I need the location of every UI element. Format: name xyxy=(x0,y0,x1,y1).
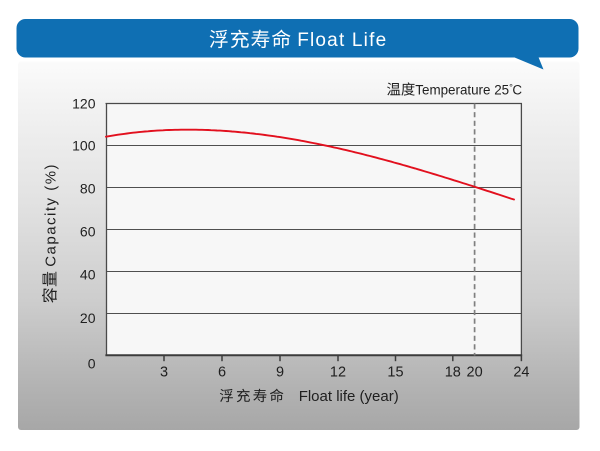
svg-text:Float Life: Float Life xyxy=(297,30,387,51)
svg-text:100: 100 xyxy=(72,137,96,153)
svg-text:80: 80 xyxy=(80,181,96,197)
svg-text:24: 24 xyxy=(513,364,529,380)
svg-text:0: 0 xyxy=(88,356,96,372)
svg-text:9: 9 xyxy=(276,364,284,380)
svg-text:20: 20 xyxy=(80,310,96,326)
svg-text:6: 6 xyxy=(218,364,226,380)
svg-text:3: 3 xyxy=(160,364,168,380)
svg-text:Capacity (%): Capacity (%) xyxy=(43,163,60,267)
svg-text:18: 18 xyxy=(445,364,461,380)
svg-text:60: 60 xyxy=(80,223,96,239)
svg-text:Float life (year): Float life (year) xyxy=(299,388,399,405)
svg-text:Temperature 25°C: Temperature 25°C xyxy=(415,83,522,98)
svg-text:40: 40 xyxy=(80,267,96,283)
svg-text:20: 20 xyxy=(467,364,483,380)
svg-text:120: 120 xyxy=(72,95,96,111)
svg-text:12: 12 xyxy=(330,364,346,380)
svg-text:15: 15 xyxy=(387,364,403,380)
